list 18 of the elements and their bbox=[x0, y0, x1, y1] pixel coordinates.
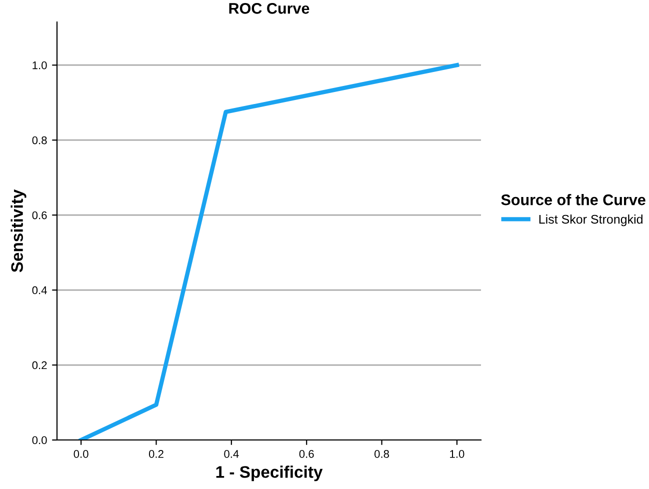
x-tick-label: 0.8 bbox=[374, 450, 390, 458]
x-tick-label: 0.0 bbox=[74, 450, 88, 458]
y-tick-label: 0.0 bbox=[32, 436, 47, 444]
x-axis-title: 1 - Specificity bbox=[216, 466, 323, 482]
y-tick-label: 0.2 bbox=[32, 361, 47, 370]
y-tick-label: 0.4 bbox=[32, 286, 47, 294]
x-tick-label: 1.0 bbox=[450, 450, 464, 458]
y-axis-title: Sensitivity bbox=[10, 189, 26, 272]
y-tick-label: 0.6 bbox=[32, 211, 47, 220]
x-tick-label: 0.4 bbox=[224, 450, 239, 458]
x-tick-label: 0.2 bbox=[148, 450, 164, 458]
y-tick-label: 1.0 bbox=[32, 61, 47, 70]
chart-title: ROC Curve bbox=[229, 3, 310, 14]
legend-title: Source of the Curve bbox=[501, 194, 646, 206]
line-series bbox=[78, 63, 460, 440]
x-tick-label: 0.6 bbox=[299, 450, 314, 458]
legend-label: List Skor Strongkid bbox=[539, 214, 642, 226]
y-tick-label: 0.8 bbox=[32, 136, 47, 144]
